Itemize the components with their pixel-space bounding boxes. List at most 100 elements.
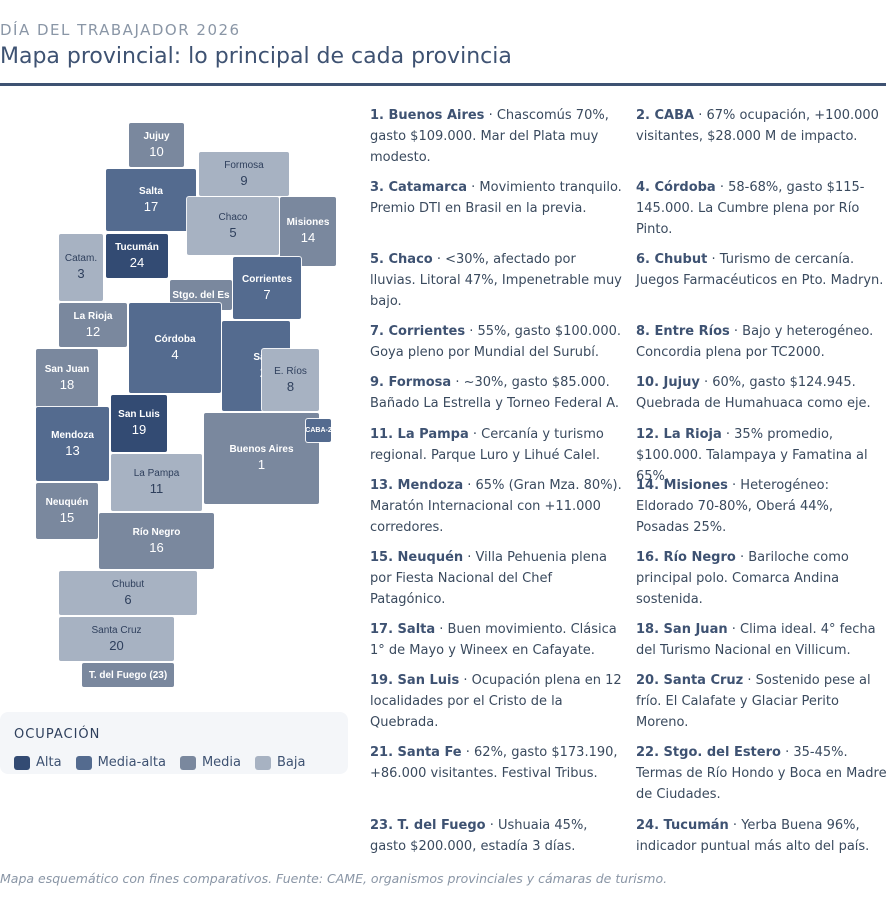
entry-text: · Ocupación plena en 12 localidades por …: [370, 673, 622, 730]
entry-name: 21. Santa Fe: [370, 745, 462, 760]
tile-mendoza[interactable]: Mendoza 13: [36, 407, 109, 481]
legend-label: Media-alta: [97, 755, 166, 770]
tile-san-juan[interactable]: San Juan 18: [36, 349, 98, 407]
entry-chaco: 5. Chaco · <30%, afectado por lluvias. L…: [370, 249, 622, 312]
tile-label: Chubut: [111, 578, 145, 590]
entry-text: · 62%, gasto $173.190, +86.000 visitante…: [370, 745, 618, 781]
tile-number: 1: [257, 457, 266, 472]
entry-name: 12. La Rioja: [636, 427, 722, 442]
entry-text: · Movimiento tranquilo. Premio DTI en Br…: [370, 180, 622, 216]
tile-chaco[interactable]: Chaco 5: [187, 197, 279, 255]
entry-caba: 2. CABA · 67% ocupación, +100.000 visita…: [636, 105, 886, 147]
entry-misiones: 14. Misiones · Heterogéneo: Eldorado 70-…: [636, 475, 886, 538]
entry-text: · Heterogéneo: Eldorado 70-80%, Oberá 44…: [636, 478, 834, 535]
tile-label: Mendoza: [51, 429, 94, 441]
legend-label: Baja: [277, 755, 306, 770]
entry-text: · Villa Pehuenia plena por Fiesta Nacion…: [370, 550, 607, 607]
entry-text: · Chascomús 70%, gasto $109.000. Mar del…: [370, 108, 609, 165]
entry-name: 5. Chaco: [370, 252, 433, 267]
tile-number: 15: [59, 509, 75, 525]
entry-santa-fe: 21. Santa Fe · 62%, gasto $173.190, +86.…: [370, 742, 622, 784]
entry-text: · Sostenido pese al frío. El Calafate y …: [636, 673, 871, 730]
tile-la-pampa[interactable]: La Pampa 11: [111, 454, 202, 511]
tile-label: Corrientes: [241, 273, 292, 285]
entry-name: 2. CABA: [636, 108, 695, 123]
entry-name: 16. Río Negro: [636, 550, 736, 565]
tile-rio-negro[interactable]: Río Negro 16: [99, 513, 214, 569]
tile-entre-rios[interactable]: E. Ríos 8: [262, 349, 319, 411]
tile-misiones[interactable]: Misiones 14: [280, 197, 336, 266]
entry-name: 7. Corrientes: [370, 324, 466, 339]
tile-label: Misiones: [286, 217, 330, 228]
entry-san-luis: 19. San Luis · Ocupación plena en 12 loc…: [370, 670, 622, 733]
page-title: Mapa provincial: lo principal de cada pr…: [0, 44, 512, 69]
tile-catamarca[interactable]: Catam. 3: [59, 234, 103, 301]
entry-tierra-del-fuego: 23. T. del Fuego · Ushuaia 45%, gasto $2…: [370, 815, 622, 857]
tile-neuquen[interactable]: Neuquén 15: [36, 483, 98, 539]
tile-label: T. del Fuego (23): [88, 669, 168, 681]
tile-tierra-del-fuego[interactable]: T. del Fuego (23): [82, 663, 174, 687]
entry-text: · 60%, gasto $124.945. Quebrada de Humah…: [636, 375, 871, 411]
tile-number: 10: [149, 143, 164, 159]
tile-santa-cruz[interactable]: Santa Cruz 20: [59, 617, 174, 661]
entry-rio-negro: 16. Río Negro · Bariloche como principal…: [636, 547, 886, 610]
entry-name: 24. Tucumán: [636, 818, 729, 833]
tile-formosa[interactable]: Formosa 9: [199, 152, 289, 196]
tile-label: CABA-2: [306, 427, 331, 434]
occupancy-legend: OCUPACIÓN Alta Media-alta Media Baja: [0, 712, 348, 774]
entry-neuquen: 15. Neuquén · Villa Pehuenia plena por F…: [370, 547, 622, 610]
entry-text: · 35% promedio, $100.000. Talampaya y Fa…: [636, 427, 868, 484]
legend-swatch: [255, 755, 272, 770]
entry-name: 4. Córdoba: [636, 180, 716, 195]
tile-number: 20: [109, 637, 124, 653]
entry-text: · 35-45%. Termas de Río Hondo y Boca en …: [636, 745, 886, 802]
entry-text: · Cercanía y turismo regional. Parque Lu…: [370, 427, 604, 463]
source-footnote: Mapa esquemático con fines comparativos.…: [0, 871, 668, 886]
entry-text: · 55%, gasto $100.000. Goya pleno por Mu…: [370, 324, 622, 360]
tile-number: 13: [65, 442, 80, 458]
entry-text: · Turismo de cercanía. Juegos Farmacéuti…: [636, 252, 884, 288]
entry-name: 1. Buenos Aires: [370, 108, 485, 123]
entry-jujuy: 10. Jujuy · 60%, gasto $124.945. Quebrad…: [636, 372, 886, 414]
province-tile-map: Jujuy 10 Formosa 9 Salta 17 Chaco 5 Misiones…: [0, 100, 350, 700]
tile-label: Tucumán: [115, 241, 159, 253]
tile-label: La Rioja: [73, 310, 113, 322]
entry-text: · Buen movimiento. Clásica 1° de Mayo y …: [370, 622, 617, 658]
entry-la-pampa: 11. La Pampa · Cercanía y turismo region…: [370, 424, 622, 466]
entry-santa-cruz: 20. Santa Cruz · Sostenido pese al frío.…: [636, 670, 886, 733]
entry-salta: 17. Salta · Buen movimiento. Clásica 1° …: [370, 619, 622, 661]
tile-number: 9: [240, 172, 248, 188]
tile-label: Chaco: [218, 211, 248, 223]
tile-tucuman[interactable]: Tucumán 24: [106, 234, 168, 278]
tile-caba[interactable]: CABA-2: [306, 419, 331, 442]
legend-swatch: [179, 755, 196, 770]
tile-label: Río Negro: [132, 526, 181, 538]
tile-cordoba[interactable]: Córdoba 4: [129, 303, 221, 393]
legend-item-alta: Alta: [14, 755, 62, 770]
tile-jujuy[interactable]: Jujuy 10: [129, 123, 184, 167]
tile-chubut[interactable]: Chubut 6: [59, 571, 197, 615]
entry-name: 20. Santa Cruz: [636, 673, 744, 688]
tile-number: 17: [143, 198, 159, 214]
tile-la-rioja[interactable]: La Rioja 12: [59, 303, 127, 347]
tile-label: Santa Cruz: [91, 624, 142, 636]
entry-text: · Clima ideal. 4° fecha del Turismo Naci…: [636, 622, 876, 658]
tile-salta[interactable]: Salta 17: [106, 169, 196, 231]
entry-corrientes: 7. Corrientes · 55%, gasto $100.000. Goy…: [370, 321, 622, 363]
tile-number: 18: [59, 376, 75, 392]
entry-text: · ~30%, gasto $85.000. Bañado La Estrell…: [370, 375, 620, 411]
legend-label: Alta: [36, 755, 62, 770]
tile-san-luis[interactable]: San Luis 19: [111, 395, 167, 452]
tile-number: 5: [229, 224, 237, 240]
tile-corrientes[interactable]: Corrientes 7: [233, 257, 301, 319]
entry-name: 9. Formosa: [370, 375, 452, 390]
title-rule: [0, 83, 886, 86]
tile-number: 3: [77, 266, 85, 281]
tile-number: 12: [85, 323, 101, 339]
tile-label: Buenos Aires: [229, 444, 294, 455]
tile-label: Córdoba: [154, 333, 196, 345]
entry-name: 8. Entre Ríos: [636, 324, 730, 339]
tile-number: 7: [263, 286, 271, 302]
tile-buenos-aires[interactable]: Buenos Aires 1: [204, 413, 319, 504]
legend-label: Media: [201, 755, 242, 770]
